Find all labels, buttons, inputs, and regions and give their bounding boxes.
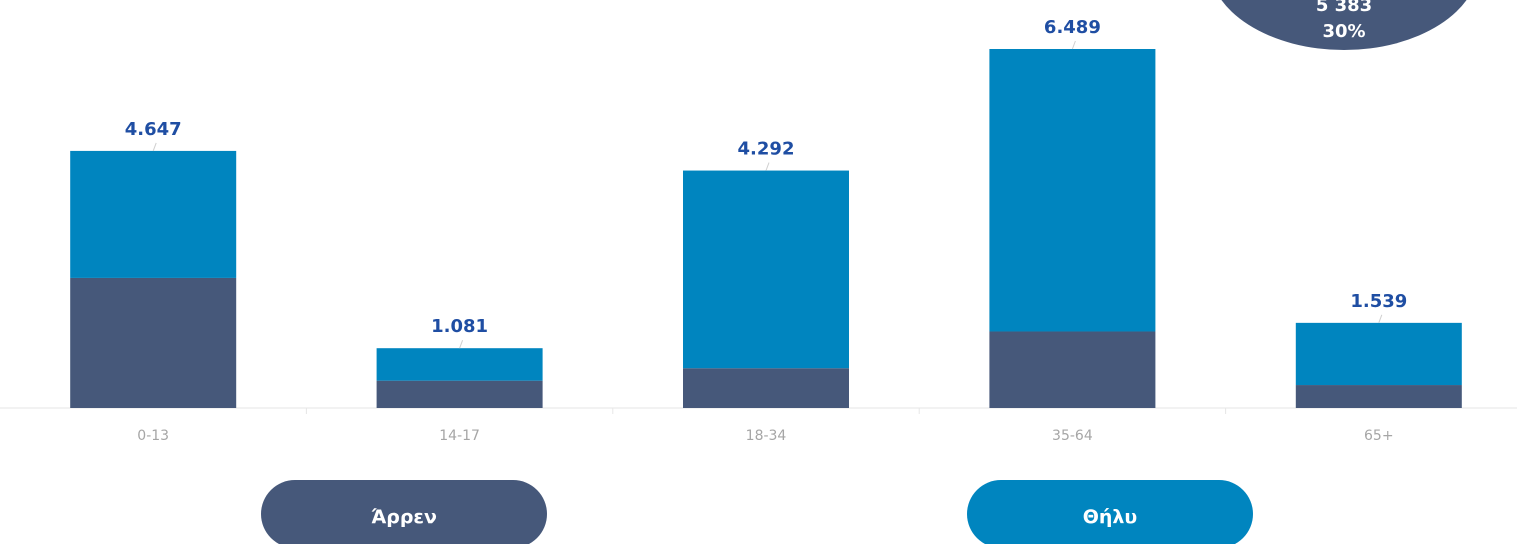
bar-14-17-male bbox=[376, 380, 543, 408]
bar-65+-female bbox=[1295, 322, 1462, 386]
bar-0-13-male bbox=[70, 277, 237, 408]
x-tick-label: 35-64 bbox=[1052, 428, 1093, 444]
x-tick-label: 0-13 bbox=[137, 428, 169, 444]
value-leader-line bbox=[459, 340, 464, 349]
value-leader-line bbox=[765, 162, 770, 171]
summary-bubble-percent: 30% bbox=[1322, 21, 1366, 42]
value-leader-line bbox=[1071, 40, 1076, 50]
bar-total-label: 4.647 bbox=[125, 119, 182, 140]
bar-0-13-female bbox=[70, 150, 237, 278]
legend-male-button[interactable]: Άρρεν bbox=[261, 480, 547, 544]
bar-total-label: 1.539 bbox=[1350, 291, 1407, 312]
bar-65+-male bbox=[1295, 385, 1462, 408]
bar-35-64-male bbox=[989, 331, 1156, 408]
summary-bubble-count: 5 383 bbox=[1315, 0, 1373, 16]
bar-total-label: 6.489 bbox=[1044, 17, 1101, 38]
bar-14-17-female bbox=[376, 348, 543, 381]
bar-total-label: 4.292 bbox=[738, 139, 795, 160]
x-tick-label: 65+ bbox=[1364, 428, 1394, 444]
value-leader-line bbox=[152, 142, 157, 152]
bar-18-34-female bbox=[683, 170, 849, 369]
bar-total-label: 1.081 bbox=[431, 316, 488, 337]
bar-35-64-female bbox=[989, 49, 1156, 332]
bar-18-34-male bbox=[683, 368, 849, 408]
x-tick-label: 14-17 bbox=[439, 428, 480, 444]
summary-bubble: 5 383 30% bbox=[1209, 0, 1479, 50]
legend-female-button[interactable]: Θήλυ bbox=[967, 480, 1253, 544]
value-leader-line bbox=[1378, 314, 1383, 324]
x-tick-label: 18-34 bbox=[746, 428, 787, 444]
